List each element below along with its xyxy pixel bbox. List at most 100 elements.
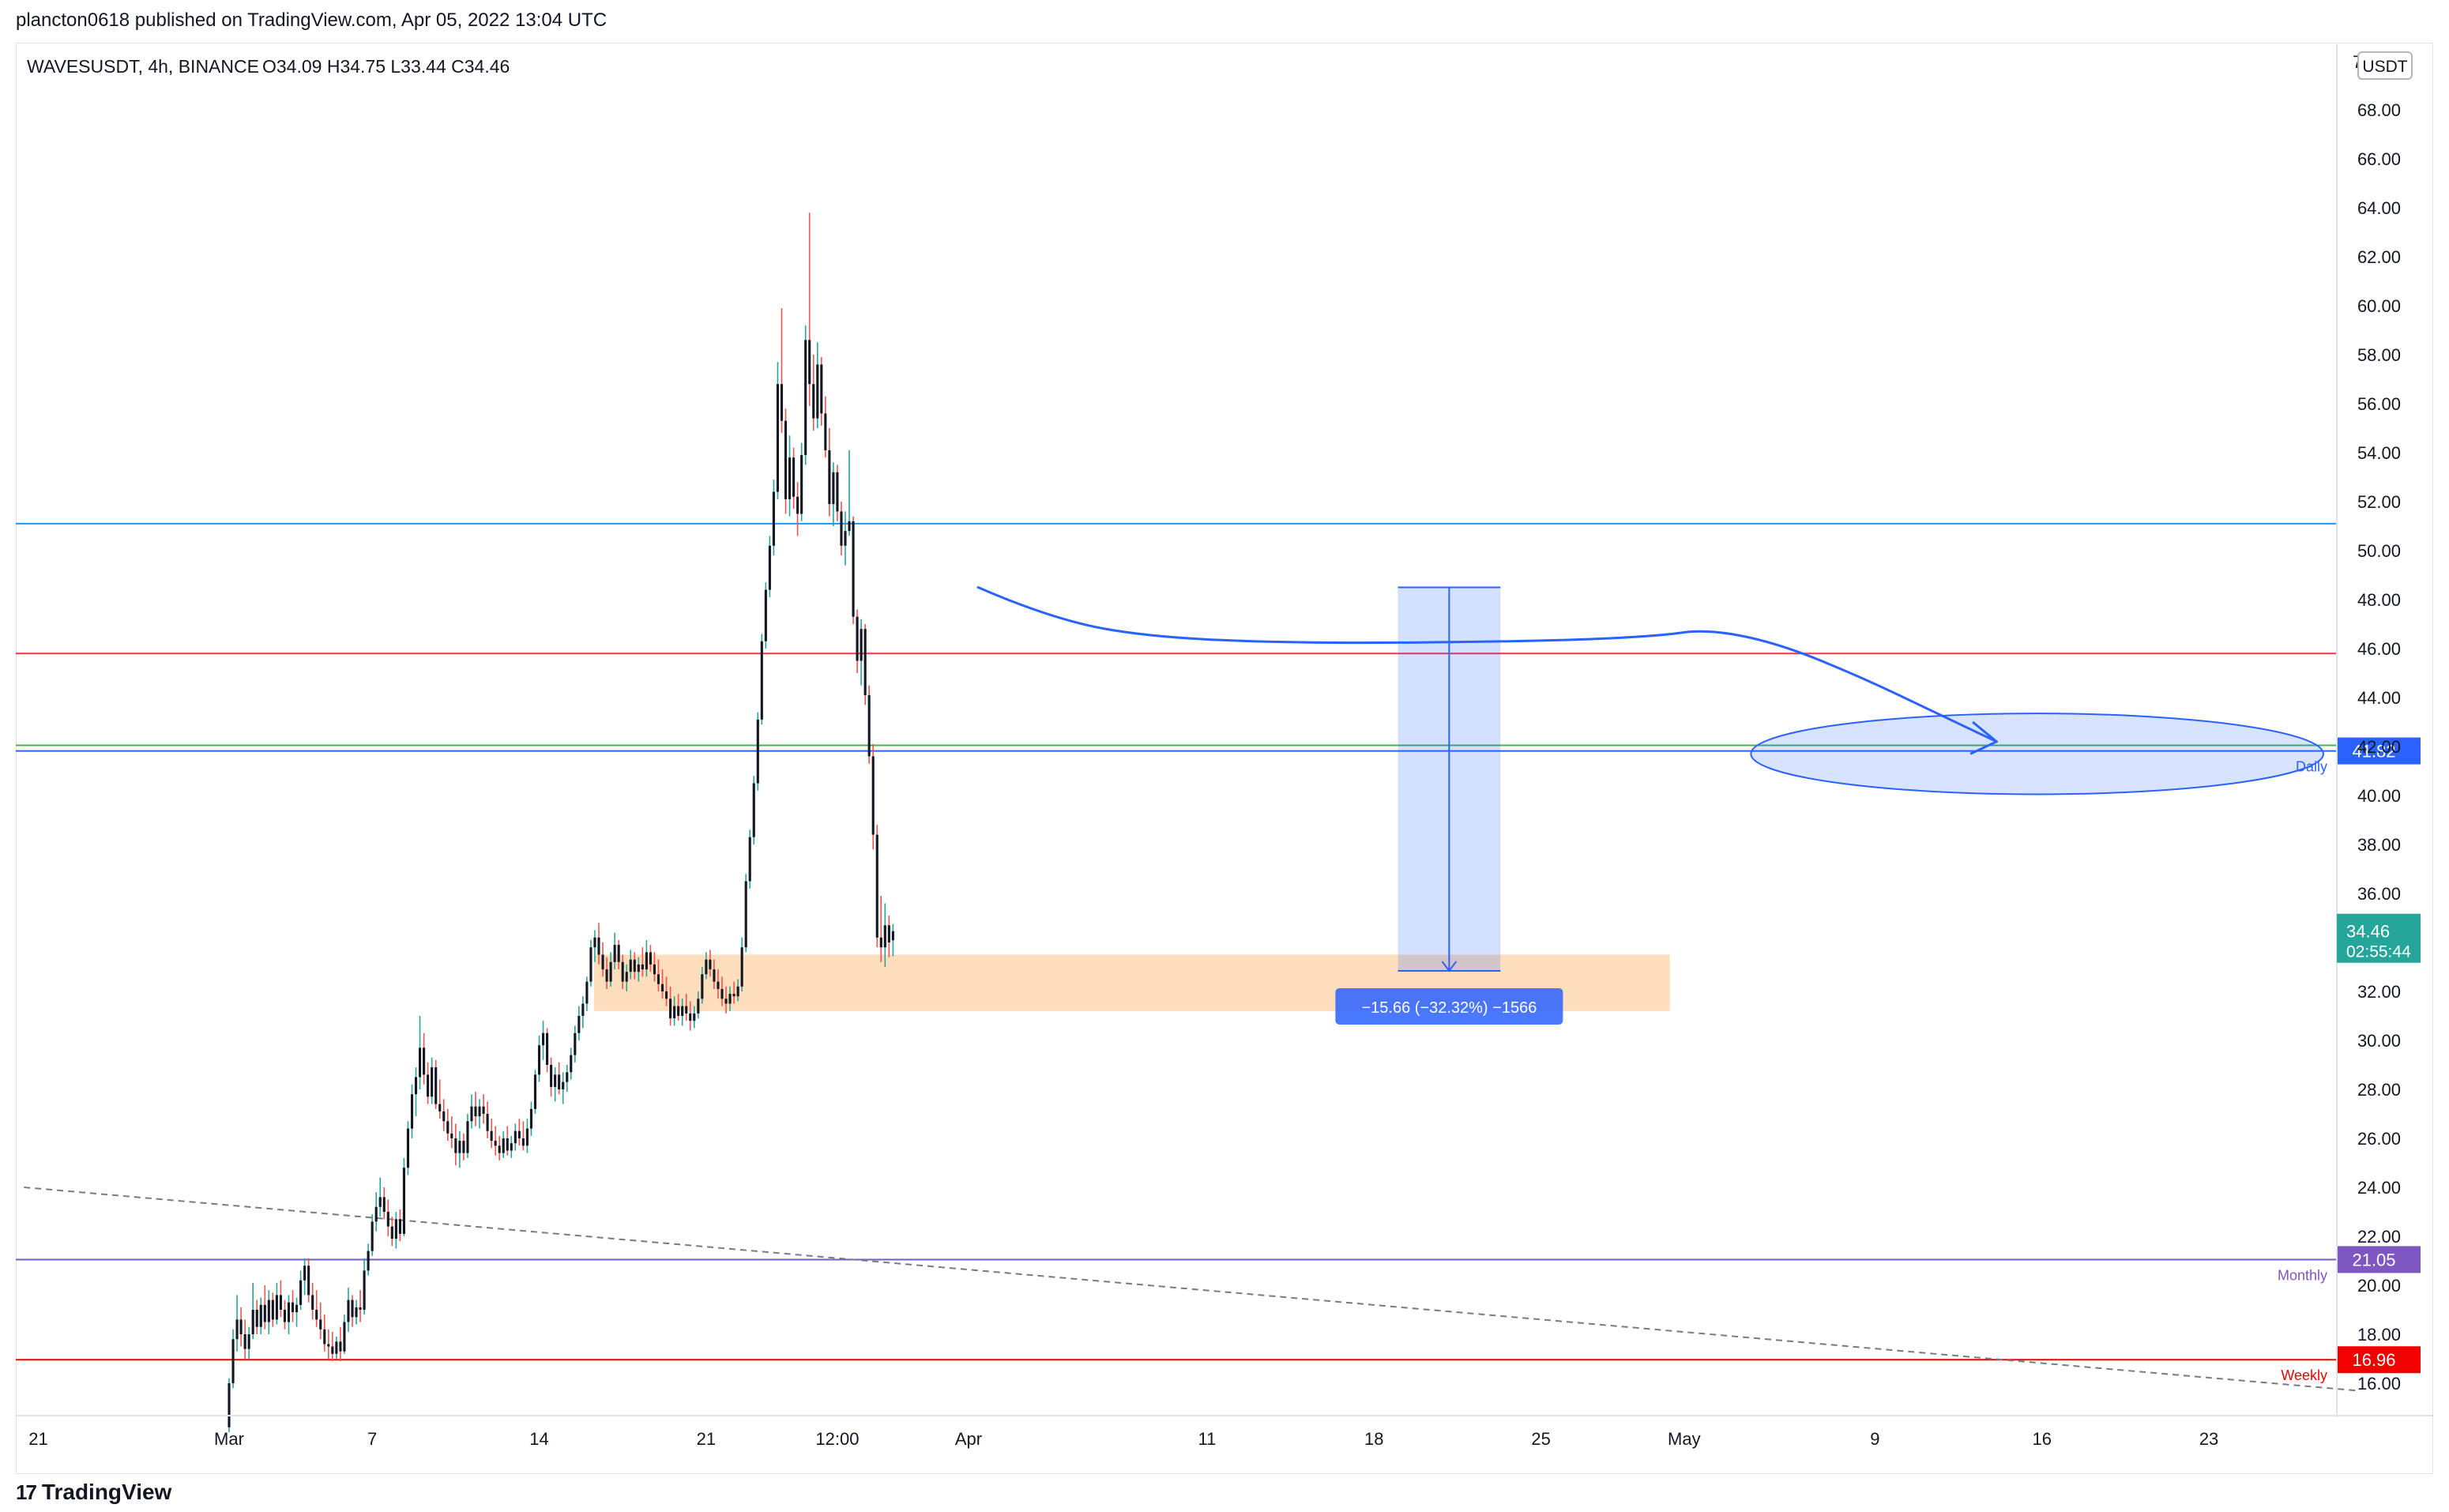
level-price-tag [2337, 737, 2421, 765]
candle-body [605, 969, 608, 982]
candle-body [832, 472, 835, 505]
candle-body [406, 1128, 410, 1168]
candle-body [613, 945, 616, 962]
candle-body [427, 1074, 430, 1097]
level-price-tag-label: 41.82 [2352, 742, 2395, 762]
price-tick-label: 46.00 [2357, 639, 2401, 659]
publish-info: plancton0618 published on TradingView.co… [16, 9, 608, 31]
candle-body [637, 964, 640, 972]
candle-body [732, 994, 735, 997]
candle-body [669, 999, 672, 1019]
candle-body [398, 1219, 401, 1234]
candle-body [558, 1074, 561, 1089]
price-tick-label: 42.00 [2357, 737, 2401, 757]
price-tick-label: 52.00 [2357, 492, 2401, 512]
candle-body [434, 1067, 438, 1104]
candle-body [740, 947, 743, 987]
candle-body [390, 1226, 393, 1239]
price-tick-label: 28.00 [2357, 1080, 2401, 1100]
candle-body [438, 1104, 442, 1111]
measure-tool-layer[interactable]: −15.66 (−32.32%) −1566 [1335, 586, 1563, 1025]
candle-body [359, 1307, 362, 1310]
candle-body [382, 1197, 386, 1212]
candle-body [402, 1168, 405, 1234]
measure-label-box [1335, 987, 1563, 1025]
last-price-countdown: 02:55:44 [2346, 943, 2411, 961]
candle-body [446, 1121, 450, 1134]
currency-badge-box[interactable] [2357, 51, 2413, 80]
candle-body [442, 1111, 446, 1122]
time-tick-label: 12:00 [815, 1429, 859, 1449]
candle-body [331, 1346, 334, 1354]
candle-body [728, 994, 732, 1004]
candle-body [736, 986, 739, 997]
candle-body [808, 340, 811, 385]
candle-body [470, 1106, 473, 1122]
candles [228, 213, 894, 1432]
candle-body [720, 988, 724, 999]
price-tick-label: 20.00 [2357, 1276, 2401, 1296]
candle-body [466, 1121, 469, 1153]
candle-body [760, 641, 763, 720]
candle-body [641, 964, 644, 970]
time-tick-label: 7 [367, 1429, 377, 1449]
candle-body [581, 1003, 585, 1016]
chart-frame[interactable] [16, 43, 2433, 1474]
candle-body [537, 1045, 541, 1075]
candle-body [693, 1013, 696, 1021]
candle-body [792, 457, 796, 497]
candle-body [844, 531, 847, 546]
candle-body [315, 1310, 318, 1320]
candle-body [295, 1304, 299, 1313]
candle-body [656, 974, 660, 984]
candle-body [546, 1032, 549, 1065]
time-tick-label: Apr [955, 1429, 982, 1449]
legend-symbol: WAVESUSDT, 4h, BINANCE [27, 56, 259, 77]
time-tick-label: 14 [529, 1429, 548, 1449]
candle-body [570, 1055, 573, 1073]
tradingview-logo[interactable]: 17 TradingView [16, 1479, 171, 1506]
candle-body [378, 1197, 382, 1207]
candle-body [601, 954, 604, 970]
price-tick-label: 60.00 [2357, 296, 2401, 316]
candle-body [867, 694, 871, 757]
candle-body [820, 364, 823, 414]
price-tick-label: 48.00 [2357, 590, 2401, 610]
candle-body [307, 1266, 310, 1296]
level-label: Daily [2296, 759, 2327, 775]
candle-body [717, 981, 720, 989]
price-axis[interactable]: 16.00 18.00 20.00 22.00 24.00 26.00 28.00 30.00… [2336, 44, 2421, 1417]
price-tick-label: 68.00 [2357, 100, 2401, 120]
candle-body [533, 1074, 537, 1109]
candle-body [836, 472, 839, 512]
candle-body [625, 972, 628, 982]
candle-body [525, 1128, 529, 1146]
candle-body [367, 1251, 370, 1271]
price-tick-label: 50.00 [2357, 541, 2401, 561]
currency-badge[interactable]: USDT [2357, 51, 2413, 80]
candle-body [371, 1221, 374, 1251]
candle-body [709, 959, 712, 970]
candle-body [490, 1130, 493, 1142]
level-lines: Daily 41.82 Monthly 21.05 Weekly 16.96 [16, 522, 2421, 1383]
candle-body [649, 952, 652, 965]
last-price-badge [2337, 913, 2421, 963]
candle-body [243, 1334, 246, 1349]
time-axis[interactable]: 21 Mar 7 14 21 12:00 Apr 11 18 25 May 9 16 23 [16, 1415, 2433, 1449]
candle-body [351, 1299, 354, 1318]
candle-body [772, 491, 775, 546]
projection-ellipse-layer [1750, 713, 2324, 795]
candle-body [748, 837, 751, 882]
price-tick-label: 30.00 [2357, 1031, 2401, 1051]
candle-body [363, 1270, 366, 1310]
candle-body [796, 496, 799, 514]
candle-body [713, 969, 716, 982]
candle-body [235, 1319, 239, 1340]
candle-body [355, 1307, 358, 1318]
candle-body [231, 1339, 235, 1383]
tradingview-brand: TradingView [41, 1480, 172, 1504]
candle-body [800, 455, 803, 514]
candle-body [574, 1032, 577, 1055]
candle-body [502, 1138, 505, 1153]
